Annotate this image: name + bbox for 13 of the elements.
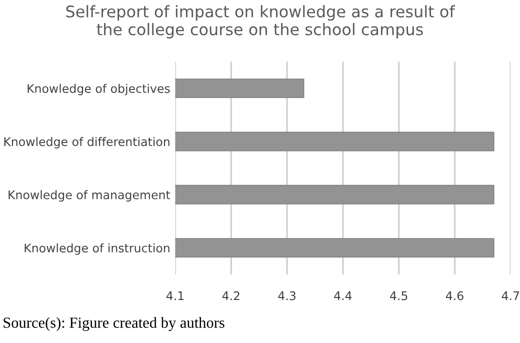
chart-title: Self-report of impact on knowledge as a result of the college course on the school campus bbox=[66, 5, 456, 38]
y-tick-label: Knowledge of management bbox=[8, 190, 170, 202]
y-tick-label: Knowledge of instruction bbox=[24, 243, 170, 255]
y-tick-label: Knowledge of objectives bbox=[28, 84, 170, 96]
x-tick-label: 4.4 bbox=[334, 291, 352, 300]
y-tick-label: Knowledge of differentiation bbox=[4, 137, 170, 148]
x-tick-label: 4.3 bbox=[278, 291, 296, 300]
source-note: Source(s): Figure created by authors bbox=[4, 317, 224, 331]
x-tick-label: 4.6 bbox=[446, 291, 464, 300]
x-tick-label: 4.2 bbox=[222, 291, 240, 300]
x-tick-label: 4.5 bbox=[390, 291, 408, 300]
x-tick-label: 4.7 bbox=[502, 291, 520, 300]
x-tick-label: 4.1 bbox=[166, 291, 184, 300]
